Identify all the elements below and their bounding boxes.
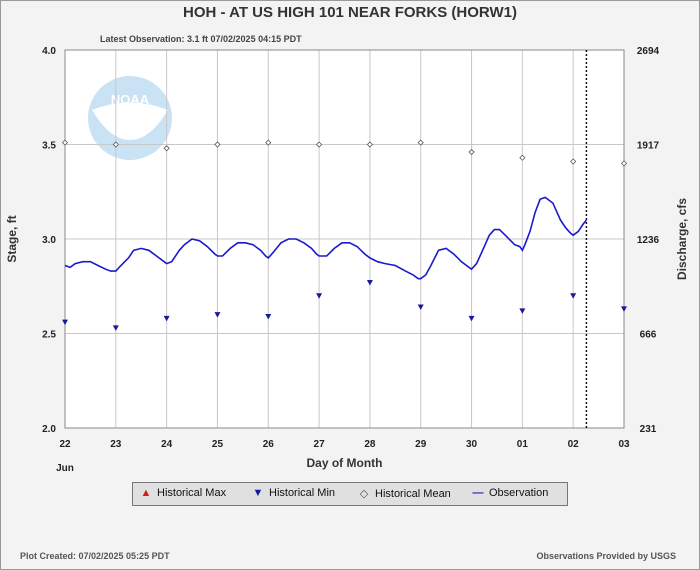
x-tick-label: 02 [568,439,580,450]
legend-max-icon: ▲ [140,487,152,499]
mean-point [316,141,323,148]
mean-point [519,154,526,161]
legend-item-mean: ◇ Historical Mean [357,487,451,500]
x-tick-label: 23 [110,439,122,450]
y2-tick-label: 666 [640,330,657,341]
noaa-logo-bird [92,102,168,140]
min-point [621,306,627,312]
y-axis-label: Stage, ft [5,215,19,262]
plot-created-label: Plot Created: 07/02/2025 05:25 PDT [20,551,170,561]
x-tick-label: 29 [415,439,427,450]
x-axis-label: Day of Month [307,456,383,470]
y-tick-label: 2.5 [42,330,56,341]
mean-point [163,145,170,152]
x-tick-label: 03 [618,439,630,450]
x-tick-label: 01 [517,439,529,450]
legend-item-observation: — Observation [471,487,549,499]
legend-mean-icon: ◇ [359,488,369,500]
x-tick-label: 25 [212,439,224,450]
y-tick-label: 4.0 [42,46,56,57]
observation-line [64,196,588,280]
mean-point [366,141,373,148]
min-point [417,304,424,311]
min-point [62,319,68,326]
legend-item-max: ▲ Historical Max [139,487,227,499]
legend-min-icon: ▼ [252,487,264,499]
x-tick-label: 22 [59,439,71,450]
legend-mean-label: Historical Mean [375,488,451,500]
mean-point [468,148,475,156]
mean-point [417,139,424,146]
noaa-logo-circle [88,76,172,160]
plot-border [64,49,625,429]
min-point [265,313,272,320]
legend-item-min: ▼ Historical Min [251,487,335,499]
noaa-logo: NOAA [88,76,172,160]
min-point [214,312,221,318]
x-tick-label: 24 [161,439,173,450]
min-point [570,293,577,299]
mean-point [570,158,577,165]
legend-observation-label: Observation [489,487,549,499]
y2-tick-label: 1236 [637,235,660,246]
mean-point [214,141,221,148]
y-tick-label: 3.5 [42,141,56,152]
mean-point [620,160,628,167]
y2-axis-label: Discharge, cfs [675,198,689,280]
latest-observation-label: Latest Observation: 3.1 ft 07/02/2025 04… [100,34,302,44]
x-tick-label: 28 [364,439,376,450]
min-point [468,315,475,322]
legend-observation-icon: — [472,487,484,499]
min-point [112,325,119,331]
noaa-logo-text: NOAA [111,92,150,107]
y2-tick-label: 1917 [637,141,660,152]
legend-max-label: Historical Max [157,487,227,499]
mean-point [61,139,69,146]
month-label: Jun [56,463,74,474]
min-point [316,293,323,299]
mean-point [265,139,272,146]
mean-point [112,141,119,148]
min-point [366,279,373,286]
x-tick-label: 30 [466,439,478,450]
x-tick-label: 26 [263,439,275,450]
min-point [519,308,526,314]
data-provider-label: Observations Provided by USGS [536,551,676,561]
chart-title: HOH - AT US HIGH 101 NEAR FORKS (HORW1) [183,4,517,21]
legend-min-label: Historical Min [269,487,336,499]
chart-legend: ▲ Historical Max ▼ Historical Min ◇ Histori… [132,482,568,506]
y-tick-label: 3.0 [42,235,56,246]
y2-tick-label: 2694 [637,46,660,57]
x-tick-label: 27 [314,439,326,450]
y2-tick-label: 231 [640,424,657,435]
y-tick-label: 2.0 [42,424,56,435]
min-point [163,315,170,322]
